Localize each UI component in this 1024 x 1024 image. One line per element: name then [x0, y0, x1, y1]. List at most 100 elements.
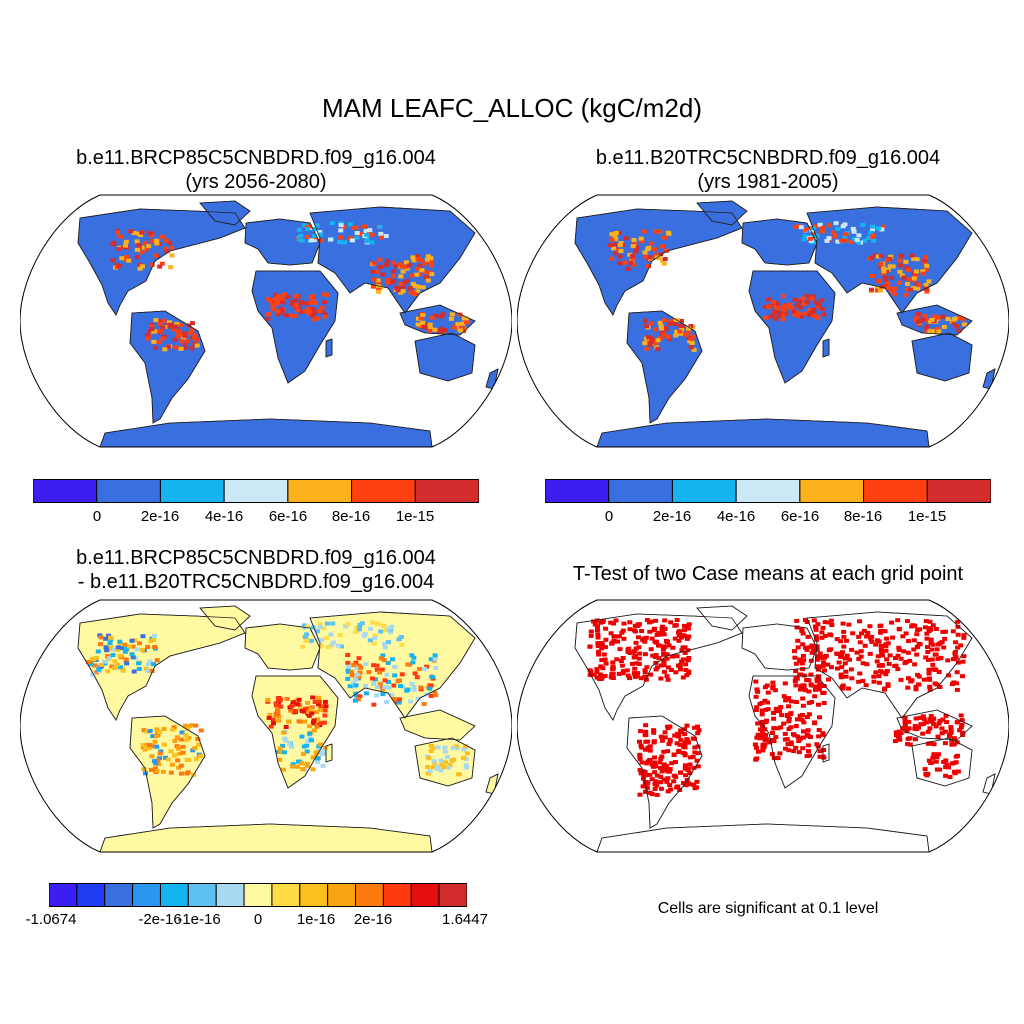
grid-cell — [377, 257, 383, 262]
grid-cell — [90, 672, 96, 677]
grid-cell — [843, 669, 849, 674]
grid-cell — [759, 719, 765, 724]
grid-cell — [901, 275, 907, 280]
grid-cell — [143, 771, 148, 776]
grid-cell — [139, 264, 145, 269]
grid-cell — [464, 765, 470, 770]
panel-title-top-left-line1: b.e11.BRCP85C5CNBDRD.f09_g16.004 — [76, 147, 436, 169]
grid-cell — [315, 756, 321, 761]
grid-cell — [633, 629, 638, 634]
map-difference — [20, 599, 512, 853]
grid-cell — [934, 767, 940, 772]
grid-cell — [655, 338, 661, 343]
grid-cell — [659, 626, 665, 631]
grid-cell — [312, 234, 318, 238]
map-border — [517, 599, 1009, 853]
grid-cell — [394, 285, 400, 290]
grid-cell — [402, 280, 408, 285]
grid-cell — [414, 272, 420, 277]
grid-cell — [279, 296, 285, 301]
grid-cell — [627, 627, 633, 632]
grid-cell — [933, 668, 939, 672]
grid-cell — [893, 663, 899, 668]
grid-cell — [319, 305, 325, 310]
grid-cell — [290, 762, 296, 767]
grid-cell — [189, 723, 195, 728]
grid-cell — [922, 258, 928, 263]
grid-cell — [903, 292, 909, 297]
grid-cell — [653, 653, 659, 658]
grid-cell — [835, 227, 841, 231]
grid-cell — [152, 766, 158, 771]
grid-cell — [769, 738, 775, 743]
grid-cell — [293, 698, 299, 703]
grid-cell — [273, 701, 279, 706]
grid-cell — [821, 748, 827, 752]
grid-cell — [338, 223, 344, 228]
grid-cell — [863, 683, 869, 688]
tick-label: 4e-16 — [204, 508, 244, 525]
grid-cell — [775, 306, 781, 311]
grid-cell — [107, 641, 113, 645]
grid-cell — [266, 715, 272, 720]
grid-cell — [316, 702, 321, 707]
coastline-madagascar — [325, 338, 333, 358]
grid-cell — [607, 243, 613, 248]
grid-cell — [315, 717, 320, 722]
grid-cell — [856, 634, 862, 639]
grid-cell — [598, 664, 604, 669]
grid-cell — [871, 674, 877, 679]
grid-cell — [791, 749, 797, 754]
grid-cell — [794, 618, 800, 623]
grid-cell — [140, 647, 145, 652]
grid-cell — [611, 634, 617, 639]
grid-cell — [129, 652, 135, 657]
grid-cell — [938, 656, 944, 660]
coastline-northAmerica — [77, 208, 246, 316]
grid-cell — [898, 677, 904, 682]
grid-cell — [840, 621, 846, 626]
grid-cell — [692, 750, 698, 755]
grid-cell — [411, 687, 417, 692]
grid-cell — [328, 643, 334, 648]
grid-cell — [108, 635, 113, 640]
grid-cell — [678, 667, 683, 672]
grid-cell — [906, 726, 912, 731]
grid-cell — [631, 649, 637, 654]
grid-cell — [95, 649, 101, 654]
grid-cell — [796, 750, 802, 755]
grid-cell — [415, 267, 421, 271]
grid-cell — [819, 298, 825, 303]
grid-cell — [613, 237, 619, 242]
grid-cell — [400, 269, 406, 274]
grid-cell — [658, 324, 664, 329]
grid-cell — [839, 665, 845, 670]
grid-cell — [695, 751, 701, 756]
grid-cell — [662, 730, 668, 735]
grid-cell — [956, 328, 962, 333]
grid-cell — [874, 659, 880, 664]
grid-cell — [660, 624, 665, 629]
grid-cell — [694, 779, 700, 784]
grid-cell — [317, 723, 323, 728]
grid-cell — [805, 728, 811, 733]
grid-cell — [828, 633, 834, 638]
grid-cell — [652, 247, 658, 252]
grid-cell — [152, 645, 158, 649]
grid-cell — [299, 238, 305, 243]
grid-cell — [679, 648, 685, 653]
grid-cell — [175, 758, 181, 763]
grid-cell — [145, 662, 151, 667]
grid-cell — [865, 630, 871, 635]
grid-cell — [682, 740, 688, 745]
grid-cell — [934, 647, 940, 652]
grid-cell — [686, 326, 691, 331]
grid-cell — [358, 665, 364, 670]
grid-cell — [804, 715, 810, 720]
grid-cell — [322, 292, 327, 297]
grid-cell — [117, 264, 123, 268]
grid-cell — [451, 746, 456, 750]
grid-cell — [677, 329, 683, 334]
grid-cell — [652, 760, 658, 765]
grid-cell — [134, 647, 140, 652]
